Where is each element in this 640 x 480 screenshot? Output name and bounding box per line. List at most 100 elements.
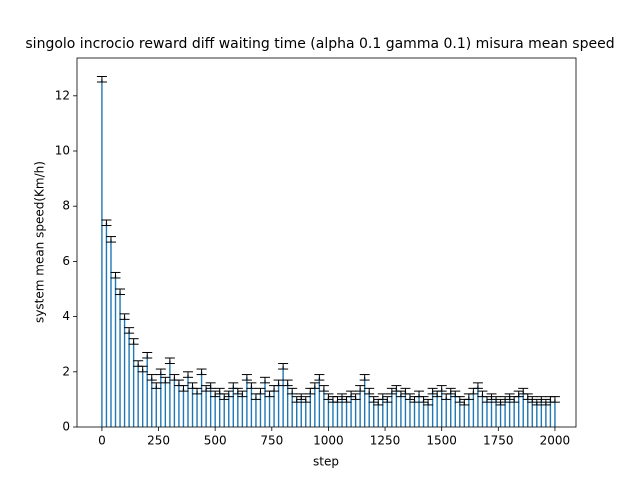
bar [368,391,370,427]
y-axis-label: system mean speed(Km/h) [33,161,47,323]
bar [377,402,379,427]
bar [296,399,298,427]
bar [291,391,293,427]
bar [517,393,520,427]
bar [101,79,103,427]
bar [527,396,529,427]
x-tick-label: 2000 [540,434,571,448]
bar [219,391,221,427]
bar [323,388,325,427]
x-axis-label: step [313,455,339,469]
bar [137,363,139,427]
bar [160,371,162,427]
bar [277,382,280,427]
bar [268,393,271,427]
bar [327,396,330,427]
bar [110,239,112,427]
bar [450,391,452,427]
bar [178,382,180,427]
bar [454,393,456,427]
bar [259,391,262,427]
bar [545,402,547,427]
bar [169,360,171,427]
bar [522,391,524,427]
bar [155,385,157,427]
bar [536,402,538,427]
bar [318,377,321,427]
bar [282,366,284,427]
bar [314,385,316,427]
bar [477,385,479,427]
bar [336,399,339,427]
bar [495,399,497,427]
bar [332,399,334,427]
bar [132,341,135,427]
bar [182,388,185,427]
bar [382,396,384,427]
bar [164,380,167,427]
bar [241,393,244,427]
y-tick-label: 2 [62,364,70,378]
bar [404,391,407,427]
bar [395,388,398,427]
bar [255,396,257,427]
bar [345,399,348,427]
bar [173,377,176,427]
bar [373,399,375,427]
bar [191,385,194,427]
bar [214,393,216,427]
bar [359,388,361,427]
bar [187,374,189,427]
bar [440,388,443,427]
bar [114,275,117,427]
bar [436,393,438,427]
bar [354,396,357,427]
bar [472,391,475,427]
y-tick-label: 6 [62,254,70,268]
bar [141,369,144,427]
bar [391,391,393,427]
bar [341,396,343,427]
y-tick-label: 10 [55,144,70,158]
bar [459,399,461,427]
bar [350,393,352,427]
bar [128,330,130,427]
y-tick-label: 4 [62,309,70,323]
bar [400,393,402,427]
bar [431,391,434,427]
bar [205,388,207,427]
bar [468,396,470,427]
bar [554,399,556,427]
bar [490,396,493,427]
chart-title: singolo incrocio reward diff waiting tim… [25,36,614,52]
bar [209,385,212,427]
x-tick-label: 500 [204,434,227,448]
bar [237,391,239,427]
y-tick-label: 12 [55,88,70,102]
bar [300,396,302,427]
bar [200,371,203,427]
bar [499,402,502,427]
x-tick-label: 1250 [370,434,401,448]
bar [422,399,425,427]
x-tick-label: 250 [147,434,170,448]
bar [232,385,234,427]
bar [105,222,108,427]
bar [418,393,420,427]
bar [246,377,248,427]
bar [151,377,153,427]
bar [386,399,389,427]
bar [273,388,275,427]
bar [481,393,484,427]
x-tick-label: 0 [98,434,106,448]
bar [223,396,225,427]
bar [427,402,429,427]
x-tick-label: 1750 [483,434,514,448]
x-tick-label: 750 [260,434,283,448]
plot-frame [76,57,577,428]
bar [549,399,552,427]
bar [486,399,488,427]
bar [123,316,126,427]
bar [119,291,121,427]
